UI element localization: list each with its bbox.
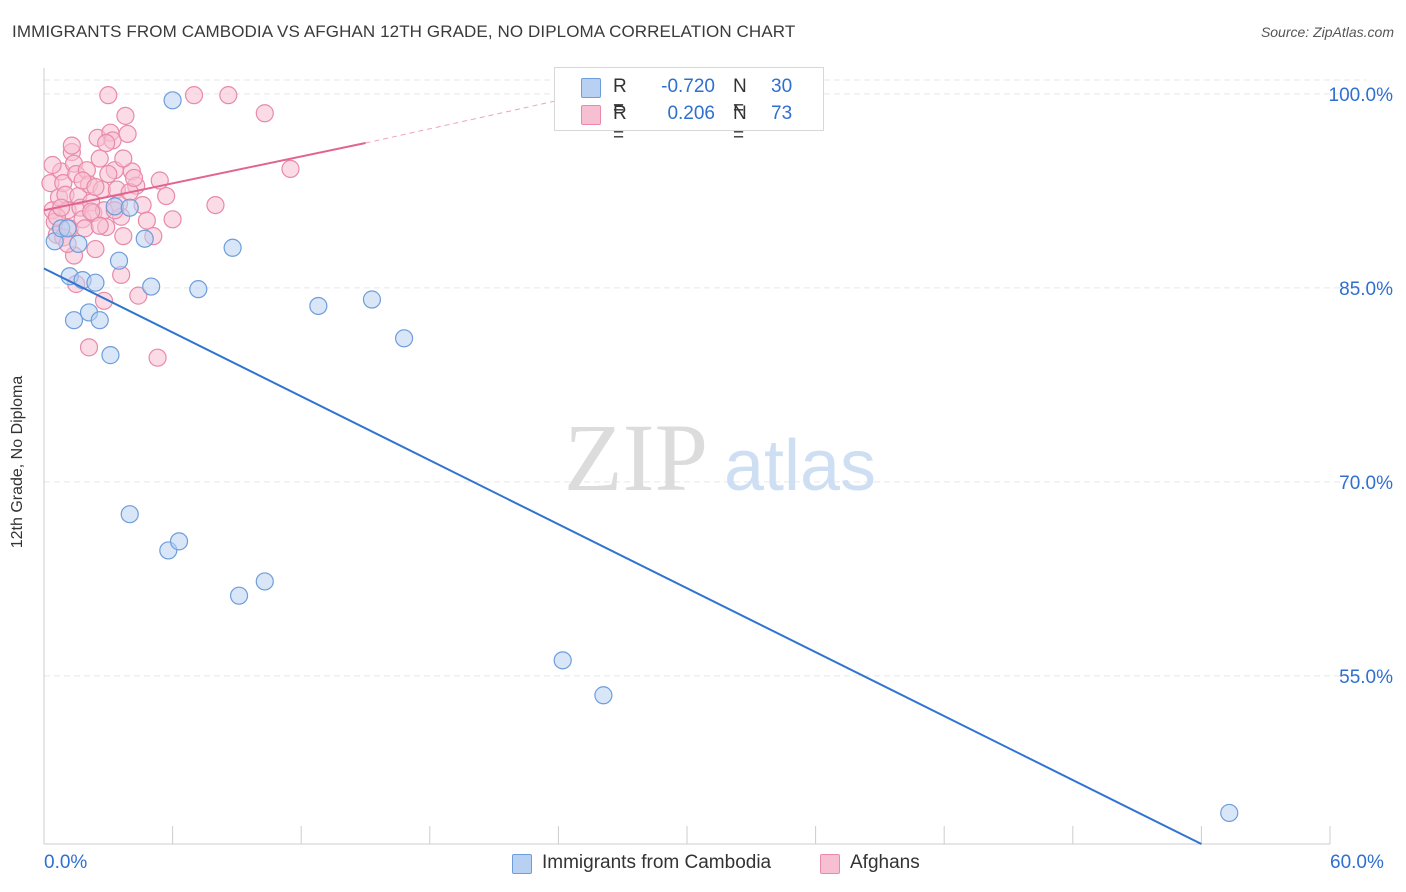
legend-n-label: N = [733, 76, 747, 119]
afghans-point [79, 338, 99, 357]
cambodia-trend-line [43, 267, 1202, 845]
cambodia-point [90, 311, 109, 330]
afghans-point [148, 348, 167, 367]
afghans-point [124, 168, 144, 188]
cambodia-point [101, 346, 120, 365]
cambodia-point [142, 277, 161, 296]
cambodia-point [362, 290, 382, 309]
afghans-trend-line [43, 142, 366, 212]
afghans-point [184, 86, 204, 105]
afghans-point [255, 104, 274, 123]
afghans-point [75, 219, 94, 238]
cambodia-point [255, 572, 274, 591]
bottom-legend-label-afghans: Afghans [850, 852, 920, 873]
afghans-point [99, 86, 118, 105]
afghans-point [137, 211, 156, 230]
cambodia-point [223, 238, 242, 257]
cambodia-point [189, 280, 208, 299]
cambodia-point [109, 251, 129, 270]
afghans-point [90, 216, 109, 235]
cambodia-point [120, 198, 139, 217]
afghans-point [206, 195, 225, 215]
bottom-legend-swatch-cambodia [512, 854, 532, 874]
afghans-point [90, 149, 109, 168]
y-tick-label: 100.0% [1329, 85, 1394, 106]
x-tick-label-min: 0.0% [44, 852, 88, 873]
afghans-point [114, 227, 133, 246]
legend-r-value: 0.206 [667, 103, 715, 124]
afghans-point [62, 136, 81, 155]
x-tick-label-max: 60.0% [1330, 852, 1384, 873]
cambodia-point [163, 91, 182, 110]
cambodia-point [135, 229, 154, 248]
watermark-atlas: atlas [724, 426, 876, 506]
cambodia-point [394, 329, 414, 348]
cambodia-point [64, 311, 84, 330]
y-tick-label: 85.0% [1339, 279, 1393, 300]
source-credit: Source: ZipAtlas.com [1260, 24, 1394, 40]
cambodia-point [1220, 803, 1239, 823]
afghans-point [163, 210, 182, 229]
y-tick-label: 70.0% [1339, 473, 1393, 494]
cambodia-point [105, 197, 124, 216]
afghans-point [157, 186, 176, 206]
afghans-trend-extension [365, 99, 559, 144]
correlation-legend: R = -0.720 N = 30 R = 0.206 N = 73 [554, 67, 824, 146]
legend-n-label: N = [733, 103, 747, 146]
cambodia-point [120, 505, 139, 524]
afghans-point [43, 155, 62, 175]
cambodia-point [169, 532, 189, 551]
cambodia-point [69, 234, 88, 253]
afghans-point [118, 124, 137, 144]
bottom-legend-swatch-afghans [820, 854, 840, 874]
cambodia-point [58, 219, 77, 238]
legend-r-label: R = [613, 76, 627, 119]
afghans-point [99, 164, 118, 184]
legend-n-value: 30 [771, 76, 793, 97]
afghans-point [219, 86, 238, 105]
cambodia-point [229, 586, 249, 605]
y-tick-label: 55.0% [1339, 667, 1393, 688]
watermark-zip: ZIP [564, 404, 708, 511]
cambodia-point [309, 296, 328, 316]
afghans-point [129, 286, 148, 305]
afghans-point [97, 133, 116, 153]
afghans-point [116, 106, 135, 125]
cambodia-point [553, 651, 572, 670]
legend-swatch-cambodia [581, 78, 601, 98]
afghans-point [281, 159, 300, 178]
afghans-point [86, 177, 105, 197]
legend-swatch-afghans [581, 105, 601, 125]
cambodia-point [594, 686, 613, 705]
cambodia-point [86, 273, 105, 292]
bottom-legend-label-cambodia: Immigrants from Cambodia [542, 852, 772, 873]
afghans-point [86, 239, 105, 259]
legend-n-value: 73 [771, 103, 793, 124]
afghans-point [82, 202, 101, 221]
chart-title: IMMIGRANTS FROM CAMBODIA VS AFGHAN 12TH … [12, 22, 796, 41]
legend-r-value: -0.720 [661, 76, 715, 97]
legend-r-label: R = [613, 103, 627, 146]
afghans-point [114, 149, 133, 168]
